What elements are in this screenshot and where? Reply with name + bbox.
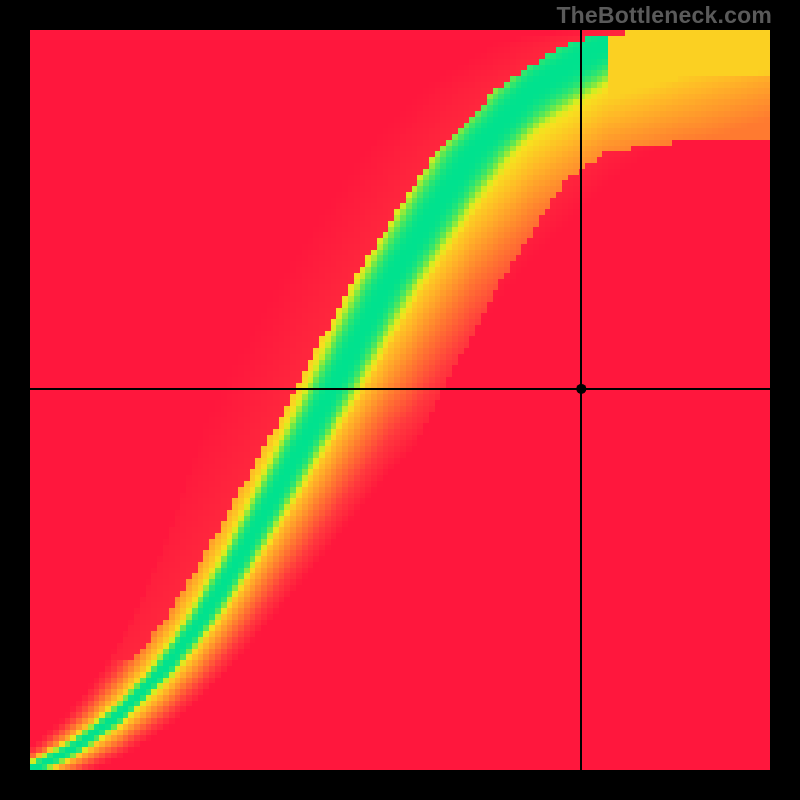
bottleneck-heatmap [30,30,770,770]
crosshair-horizontal [30,388,770,390]
crosshair-vertical [580,30,582,770]
watermark-text: TheBottleneck.com [556,2,772,29]
chart-container: { "watermark": "TheBottleneck.com", "can… [0,0,800,800]
